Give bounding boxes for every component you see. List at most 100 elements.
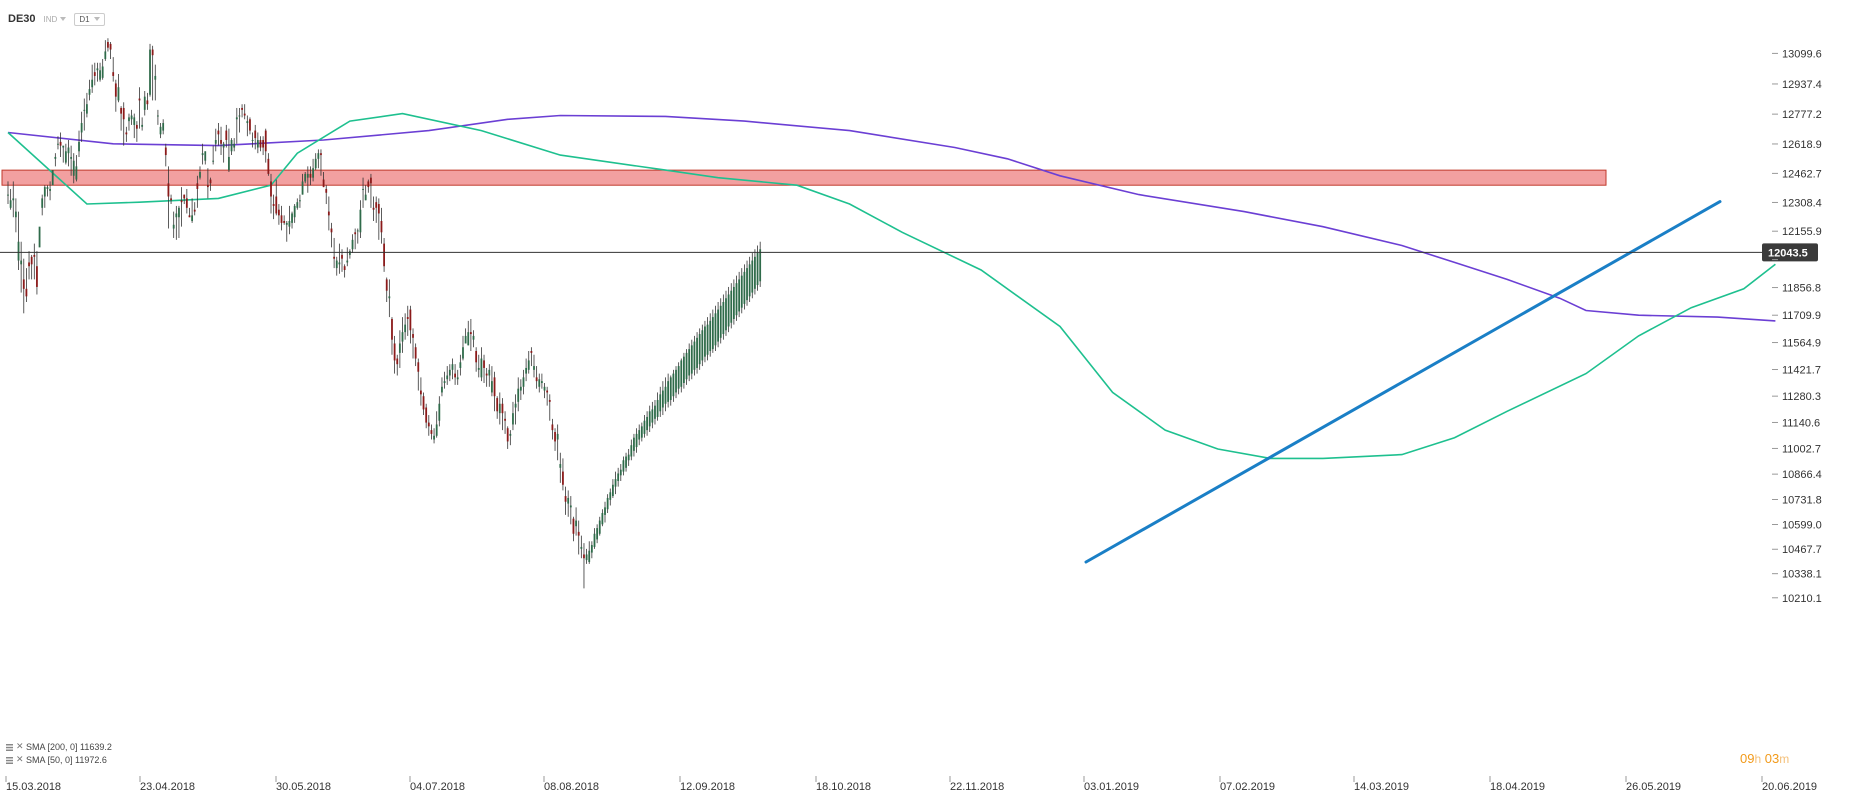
candle <box>43 185 46 208</box>
candle-body <box>267 158 270 174</box>
candle <box>533 354 535 378</box>
candle-body <box>43 187 46 197</box>
candle-body <box>743 271 746 304</box>
legend-item-sma200[interactable]: ✕ SMA [200, 0] 11639.2 <box>6 740 112 753</box>
candle <box>680 358 683 393</box>
candle-body <box>54 156 57 159</box>
settings-icon[interactable] <box>6 743 13 751</box>
candle <box>356 228 359 244</box>
candle-body <box>99 70 101 80</box>
candle <box>506 426 509 449</box>
candle-body <box>338 262 341 265</box>
candle <box>299 194 301 208</box>
candle <box>398 330 401 368</box>
candle-body <box>241 107 243 110</box>
candle <box>362 177 364 208</box>
candle <box>704 320 706 363</box>
x-tick-label: 20.06.2019 <box>1762 781 1817 793</box>
candle <box>485 367 488 387</box>
candle-body <box>114 83 117 97</box>
candle-body <box>554 432 556 442</box>
candle-body <box>569 505 572 508</box>
candle-body <box>446 375 449 380</box>
candle <box>488 364 491 387</box>
settings-icon[interactable] <box>6 756 13 764</box>
candle <box>107 38 109 52</box>
candle-body <box>448 369 451 376</box>
candle-body <box>91 79 94 88</box>
candle <box>117 74 120 103</box>
candle-body <box>314 158 317 169</box>
candle <box>685 349 688 385</box>
candle <box>564 486 567 515</box>
candle <box>562 458 564 491</box>
y-tick-label: 11856.8 <box>1782 283 1821 295</box>
candle <box>627 448 630 466</box>
candle <box>367 179 370 193</box>
candle <box>467 320 470 346</box>
candle-body <box>596 528 599 540</box>
candle-body <box>93 72 96 76</box>
candle-body <box>633 437 635 451</box>
candle-body <box>672 373 675 397</box>
candle <box>122 102 125 146</box>
candle-body <box>735 283 738 316</box>
candle-body <box>28 262 30 267</box>
candle <box>86 92 88 118</box>
candle <box>377 198 380 240</box>
candle <box>606 494 609 514</box>
candle <box>401 317 404 353</box>
candle <box>230 138 233 156</box>
trendline-group <box>1084 200 1722 564</box>
candle <box>162 119 165 135</box>
symbol-label[interactable]: DE30 <box>8 13 36 25</box>
candle <box>249 117 251 135</box>
candle <box>472 330 475 348</box>
candle-body <box>714 313 717 346</box>
candle <box>233 138 236 152</box>
candle <box>185 188 188 214</box>
candle <box>296 198 299 210</box>
candle-body <box>346 260 349 263</box>
candle-body <box>291 213 293 223</box>
timeframe-dropdown[interactable]: D1 <box>74 12 105 26</box>
x-tick-label: 22.11.2018 <box>950 781 1004 793</box>
candle-body <box>20 260 23 265</box>
candle-body <box>640 426 643 438</box>
candle-body <box>433 435 435 440</box>
close-icon[interactable]: ✕ <box>16 754 24 764</box>
candle-body <box>317 153 320 159</box>
x-tick-label: 14.03.2019 <box>1354 781 1409 793</box>
candle-body <box>551 424 554 431</box>
countdown-hours-unit: h <box>1754 752 1762 766</box>
candle <box>75 155 78 182</box>
candle <box>178 205 180 238</box>
candle <box>264 128 267 163</box>
candle <box>246 115 249 137</box>
candle <box>170 194 172 205</box>
candle-body <box>425 407 428 423</box>
candle-body <box>325 188 328 193</box>
candle <box>283 215 286 225</box>
candle-body <box>580 546 583 549</box>
candle <box>238 107 241 133</box>
candle-body <box>22 279 25 289</box>
legend-item-sma50[interactable]: ✕ SMA [50, 0] 11972.6 <box>6 753 112 766</box>
close-icon[interactable]: ✕ <box>16 741 24 751</box>
candle <box>220 126 222 156</box>
candle-body <box>299 200 301 202</box>
candle <box>725 290 727 336</box>
candle-body <box>246 121 249 124</box>
candle-body <box>696 337 698 368</box>
candle-body <box>230 139 233 152</box>
y-tick-label: 11709.9 <box>1782 310 1821 322</box>
candle-body <box>409 309 412 331</box>
instrument-type-dropdown[interactable]: IND <box>44 15 67 24</box>
candle-body <box>206 185 209 188</box>
candle <box>391 317 393 355</box>
candle-body <box>170 198 172 201</box>
candle <box>593 528 596 549</box>
candle <box>456 369 459 385</box>
